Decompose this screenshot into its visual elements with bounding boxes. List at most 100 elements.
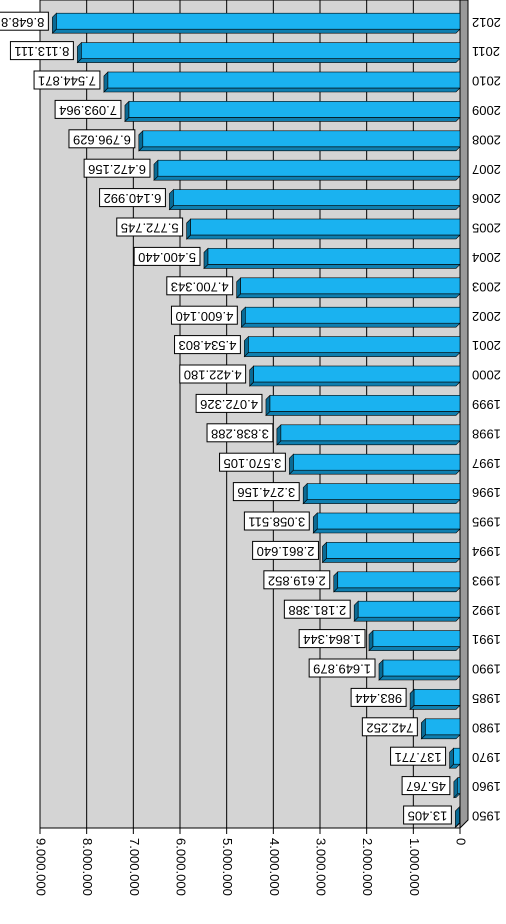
bar-side xyxy=(235,293,461,299)
y-tick-label: 1998 xyxy=(472,426,501,441)
bar xyxy=(245,306,461,324)
y-tick-label: 1999 xyxy=(472,397,501,412)
bar xyxy=(207,248,461,265)
value-label-box xyxy=(283,599,351,619)
bar-side xyxy=(185,234,461,240)
value-label: 1.864.344 xyxy=(303,632,361,647)
bar xyxy=(293,453,461,471)
bar xyxy=(372,630,461,647)
bar-side xyxy=(248,381,461,387)
bar-end xyxy=(455,806,460,828)
value-label: 45.767 xyxy=(406,779,446,794)
bar-side xyxy=(240,322,461,328)
bar-side xyxy=(321,558,461,563)
value-label-box xyxy=(0,11,49,31)
y-tick-label: 2012 xyxy=(472,15,501,30)
bar-side xyxy=(420,734,461,740)
value-label: 3.570.105 xyxy=(224,456,282,471)
value-label-box xyxy=(179,364,247,384)
bar xyxy=(280,424,461,442)
bar xyxy=(357,600,461,618)
value-label: 4.422.180 xyxy=(184,368,242,383)
value-label-box xyxy=(170,305,238,325)
value-label-box xyxy=(68,129,136,149)
value-label-box xyxy=(252,540,319,560)
bar-side xyxy=(138,146,461,152)
value-label-box xyxy=(298,629,366,649)
y-tick-label: 1993 xyxy=(472,573,501,588)
value-label: 6.140.992 xyxy=(104,191,162,206)
value-label: 2.861.640 xyxy=(257,544,315,559)
value-label: 2.181.388 xyxy=(288,603,346,618)
value-label-box xyxy=(174,335,241,355)
value-label-box xyxy=(116,217,184,237)
bar-side xyxy=(168,205,461,210)
value-label: 5.772.745 xyxy=(121,221,179,236)
bar-side xyxy=(276,440,461,446)
value-label: 13.405 xyxy=(408,809,448,824)
bar xyxy=(457,777,461,794)
bar xyxy=(142,130,461,148)
y-tick-label: 2003 xyxy=(472,279,501,294)
bar xyxy=(56,12,461,30)
bar xyxy=(413,689,461,706)
value-label-box xyxy=(9,41,74,61)
bar-end xyxy=(138,130,144,152)
value-label: 1.649.879 xyxy=(313,662,371,677)
y-tick-label: 2008 xyxy=(472,132,501,147)
bar-end xyxy=(421,718,426,740)
y-tick-label: 2010 xyxy=(472,74,501,89)
value-label-box xyxy=(263,570,331,590)
value-label-box xyxy=(232,482,300,502)
x-tick-label: 0 xyxy=(454,838,469,845)
bar-end xyxy=(124,100,130,123)
value-label-box xyxy=(133,246,201,266)
y-tick-label: 2009 xyxy=(472,103,501,118)
bar xyxy=(173,189,461,206)
value-label-box xyxy=(54,99,122,119)
value-label: 742.252 xyxy=(366,720,413,735)
bar-end xyxy=(276,424,282,446)
value-label: 8.113.111 xyxy=(14,44,69,59)
value-label: 4.600.140 xyxy=(175,309,233,324)
x-tick-label: 2.000.000 xyxy=(360,838,375,896)
bar-end xyxy=(312,512,318,534)
y-tick-label: 2001 xyxy=(472,338,501,353)
bar-end xyxy=(409,688,415,711)
bar-side xyxy=(51,28,461,34)
bar-side xyxy=(312,528,461,534)
value-label: 983.444 xyxy=(355,691,402,706)
bar xyxy=(459,806,461,824)
bar-side xyxy=(103,87,461,93)
value-label-box xyxy=(195,393,263,413)
rotated-chart: 0 1.000.000 2.000.000 3.000.000 4.000.000 5.0… xyxy=(0,0,501,896)
y-tick-label: 2004 xyxy=(472,250,501,265)
y-tick-label: 1994 xyxy=(472,544,501,559)
bar-end xyxy=(289,453,294,475)
bar-end xyxy=(353,600,359,622)
bar-end xyxy=(169,188,174,211)
value-label-box xyxy=(390,746,447,766)
bar xyxy=(382,659,461,677)
x-tick-label: 1.000.000 xyxy=(407,838,422,896)
bar xyxy=(253,365,461,383)
bar-end xyxy=(333,571,339,593)
value-label: 6.796.629 xyxy=(73,132,131,147)
value-label-box xyxy=(308,658,376,678)
bar-end xyxy=(77,41,82,64)
y-tick-label: 1990 xyxy=(472,662,501,677)
y-tick-label: 1997 xyxy=(472,456,501,471)
x-tick-label: 3.000.000 xyxy=(314,838,329,896)
y-tick-label: 1992 xyxy=(472,603,501,618)
y-tick-label: 1985 xyxy=(472,691,501,706)
y-tick-label: 2011 xyxy=(472,44,500,59)
x-tick-label: 5.000.000 xyxy=(220,838,235,896)
bar xyxy=(81,42,461,59)
value-label: 4.700.343 xyxy=(171,279,229,294)
value-label: 3.274.156 xyxy=(237,485,295,500)
value-label: 5.400.440 xyxy=(138,250,196,265)
value-label: 3.058.511 xyxy=(248,515,305,530)
x-tick-label: 9.000.000 xyxy=(34,838,49,896)
bar-side xyxy=(265,411,461,416)
